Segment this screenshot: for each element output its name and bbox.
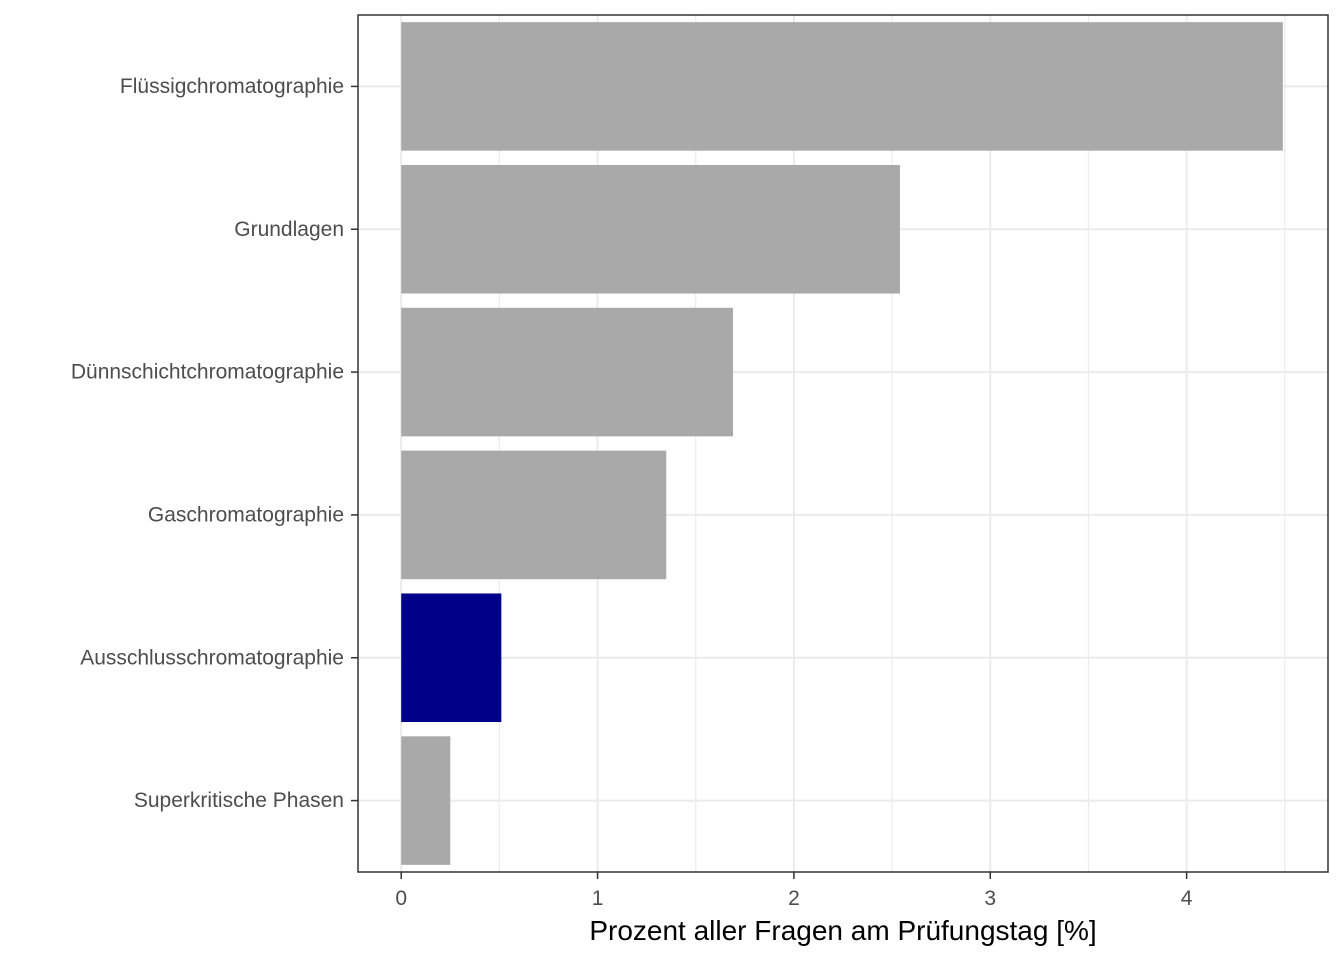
y-tick-label: Superkritische Phasen: [134, 789, 344, 812]
bar-2: [401, 307, 734, 437]
bar-0: [401, 22, 1283, 151]
x-tick-label: 2: [788, 887, 800, 910]
x-tick-label: 0: [395, 887, 407, 910]
x-axis-title: Prozent aller Fragen am Prüfungstag [%]: [589, 915, 1096, 946]
plot-panel-border: [357, 14, 1329, 873]
bar-3: [401, 450, 667, 580]
bar-1: [401, 164, 900, 294]
y-tick-label: Flüssigchromatographie: [120, 75, 344, 98]
x-tick-label: 4: [1181, 887, 1193, 910]
bar-4: [401, 593, 502, 723]
y-axis: Flüssigchromatographie Grundlagen Dünnschi…: [71, 75, 358, 812]
y-tick-label: Dünnschichtchromatographie: [71, 361, 344, 384]
x-tick-label: 1: [592, 887, 604, 910]
x-tick-label: 3: [984, 887, 996, 910]
bar-5: [401, 736, 451, 865]
bars: [401, 22, 1283, 865]
y-tick-label: Grundlagen: [234, 218, 344, 241]
y-tick-label: Ausschlusschromatographie: [80, 646, 344, 669]
x-axis: 0 1 2 3 4: [395, 872, 1193, 910]
y-tick-label: Gaschromatographie: [148, 503, 344, 526]
